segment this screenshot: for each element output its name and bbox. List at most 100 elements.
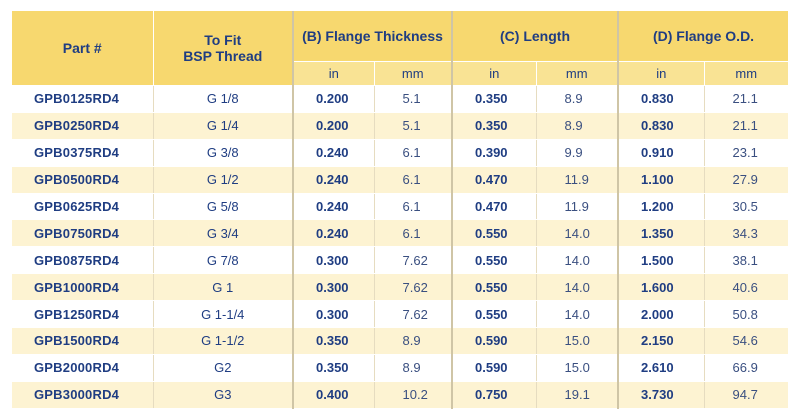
cell-length-in: 0.750 xyxy=(452,381,537,409)
table-row: GPB0375RD4 G 3/8 0.240 6.1 0.390 9.9 0.910 23.1 xyxy=(12,139,789,167)
unit-mm: mm xyxy=(536,61,620,86)
header-row: Part # To Fit BSP Thread (B) Flange Thick… xyxy=(12,11,789,86)
cell-part: GPB0125RD4 xyxy=(12,85,154,113)
cell-length-mm: 11.9 xyxy=(536,193,620,221)
cell-fit: G 3/8 xyxy=(153,139,294,167)
cell-od-in: 1.600 xyxy=(618,273,705,302)
cell-part: GPB0625RD4 xyxy=(12,193,154,221)
header-length: (C) Length xyxy=(452,11,620,62)
cell-od-in: 2.150 xyxy=(618,327,705,355)
cell-length-in: 0.470 xyxy=(452,193,537,221)
cell-od-mm: 21.1 xyxy=(704,85,789,113)
cell-thickness-mm: 6.1 xyxy=(374,166,453,194)
table-row: GPB0875RD4 G 7/8 0.300 7.62 0.550 14.0 1.500 38… xyxy=(12,246,789,275)
table-row: GPB0750RD4 G 3/4 0.240 6.1 0.550 14.0 1.350 34.… xyxy=(12,219,789,248)
cell-od-mm: 50.8 xyxy=(704,300,789,329)
cell-thickness-in: 0.240 xyxy=(293,193,375,221)
cell-od-in: 0.830 xyxy=(618,112,705,140)
unit-mm: mm xyxy=(704,61,789,86)
header-flange-thickness: (B) Flange Thickness xyxy=(293,11,453,62)
header-fit: To Fit BSP Thread xyxy=(153,11,294,86)
cell-length-mm: 8.9 xyxy=(536,85,620,113)
cell-od-in: 1.100 xyxy=(618,166,705,194)
cell-part: GPB0875RD4 xyxy=(12,246,154,275)
cell-length-in: 0.590 xyxy=(452,354,537,382)
cell-part: GPB2000RD4 xyxy=(12,354,154,382)
cell-od-mm: 34.3 xyxy=(704,219,789,248)
cell-length-mm: 14.0 xyxy=(536,273,620,302)
unit-in: in xyxy=(452,61,537,86)
unit-mm: mm xyxy=(374,61,453,86)
unit-in: in xyxy=(618,61,705,86)
cell-part: GPB1250RD4 xyxy=(12,300,154,329)
cell-length-in: 0.550 xyxy=(452,273,537,302)
cell-length-in: 0.390 xyxy=(452,139,537,167)
cell-fit: G3 xyxy=(153,381,294,409)
cell-fit: G 7/8 xyxy=(153,246,294,275)
table-body: GPB0125RD4 G 1/8 0.200 5.1 0.350 8.9 0.830 21.1… xyxy=(12,85,789,409)
cell-thickness-in: 0.350 xyxy=(293,327,375,355)
cell-fit: G 1/4 xyxy=(153,112,294,140)
cell-length-in: 0.470 xyxy=(452,166,537,194)
cell-od-mm: 27.9 xyxy=(704,166,789,194)
cell-od-mm: 40.6 xyxy=(704,273,789,302)
cell-length-in: 0.350 xyxy=(452,85,537,113)
cell-thickness-mm: 6.1 xyxy=(374,219,453,248)
cell-thickness-in: 0.400 xyxy=(293,381,375,409)
cell-length-in: 0.350 xyxy=(452,112,537,140)
cell-thickness-mm: 5.1 xyxy=(374,112,453,140)
cell-fit: G 5/8 xyxy=(153,193,294,221)
cell-part: GPB1000RD4 xyxy=(12,273,154,302)
cell-part: GPB0250RD4 xyxy=(12,112,154,140)
cell-od-mm: 23.1 xyxy=(704,139,789,167)
table-row: GPB2000RD4 G2 0.350 8.9 0.590 15.0 2.610 66.9 xyxy=(12,354,789,382)
cell-thickness-in: 0.200 xyxy=(293,112,375,140)
cell-fit: G2 xyxy=(153,354,294,382)
cell-fit: G 1/2 xyxy=(153,166,294,194)
table-row: GPB1000RD4 G 1 0.300 7.62 0.550 14.0 1.600 40.6 xyxy=(12,273,789,302)
table-row: GPB1500RD4 G 1-1/2 0.350 8.9 0.590 15.0 2.150 5… xyxy=(12,327,789,355)
cell-length-mm: 8.9 xyxy=(536,112,620,140)
table-row: GPB0125RD4 G 1/8 0.200 5.1 0.350 8.9 0.830 21.1 xyxy=(12,85,789,113)
cell-thickness-in: 0.240 xyxy=(293,166,375,194)
cell-thickness-mm: 8.9 xyxy=(374,354,453,382)
cell-thickness-in: 0.350 xyxy=(293,354,375,382)
cell-thickness-mm: 10.2 xyxy=(374,381,453,409)
cell-length-in: 0.550 xyxy=(452,300,537,329)
cell-od-in: 0.830 xyxy=(618,85,705,113)
header-part: Part # xyxy=(12,11,154,86)
cell-length-mm: 15.0 xyxy=(536,327,620,355)
cell-od-in: 1.350 xyxy=(618,219,705,248)
table-row: GPB0625RD4 G 5/8 0.240 6.1 0.470 11.9 1.200 30.… xyxy=(12,193,789,221)
cell-fit: G 1/8 xyxy=(153,85,294,113)
cell-od-mm: 94.7 xyxy=(704,381,789,409)
cell-part: GPB0750RD4 xyxy=(12,219,154,248)
cell-od-in: 2.610 xyxy=(618,354,705,382)
table-row: GPB0250RD4 G 1/4 0.200 5.1 0.350 8.9 0.830 21.1 xyxy=(12,112,789,140)
cell-length-mm: 14.0 xyxy=(536,219,620,248)
cell-thickness-mm: 5.1 xyxy=(374,85,453,113)
cell-thickness-in: 0.300 xyxy=(293,246,375,275)
cell-length-mm: 14.0 xyxy=(536,246,620,275)
cell-thickness-mm: 6.1 xyxy=(374,139,453,167)
cell-thickness-in: 0.300 xyxy=(293,300,375,329)
cell-fit: G 1 xyxy=(153,273,294,302)
cell-thickness-mm: 8.9 xyxy=(374,327,453,355)
cell-thickness-mm: 7.62 xyxy=(374,273,453,302)
cell-length-mm: 15.0 xyxy=(536,354,620,382)
cell-fit: G 3/4 xyxy=(153,219,294,248)
cell-thickness-in: 0.240 xyxy=(293,219,375,248)
cell-thickness-in: 0.240 xyxy=(293,139,375,167)
cell-length-in: 0.550 xyxy=(452,219,537,248)
cell-length-mm: 19.1 xyxy=(536,381,620,409)
specs-table-container: Part # To Fit BSP Thread (B) Flange Thick… xyxy=(12,11,789,409)
cell-od-mm: 38.1 xyxy=(704,246,789,275)
cell-fit: G 1-1/4 xyxy=(153,300,294,329)
cell-od-in: 1.200 xyxy=(618,193,705,221)
unit-header-row: in mm in mm in mm xyxy=(12,61,789,86)
cell-length-mm: 14.0 xyxy=(536,300,620,329)
cell-length-in: 0.550 xyxy=(452,246,537,275)
cell-od-mm: 66.9 xyxy=(704,354,789,382)
specs-table: Part # To Fit BSP Thread (B) Flange Thick… xyxy=(12,11,789,409)
table-row: GPB0500RD4 G 1/2 0.240 6.1 0.470 11.9 1.100 27.… xyxy=(12,166,789,194)
